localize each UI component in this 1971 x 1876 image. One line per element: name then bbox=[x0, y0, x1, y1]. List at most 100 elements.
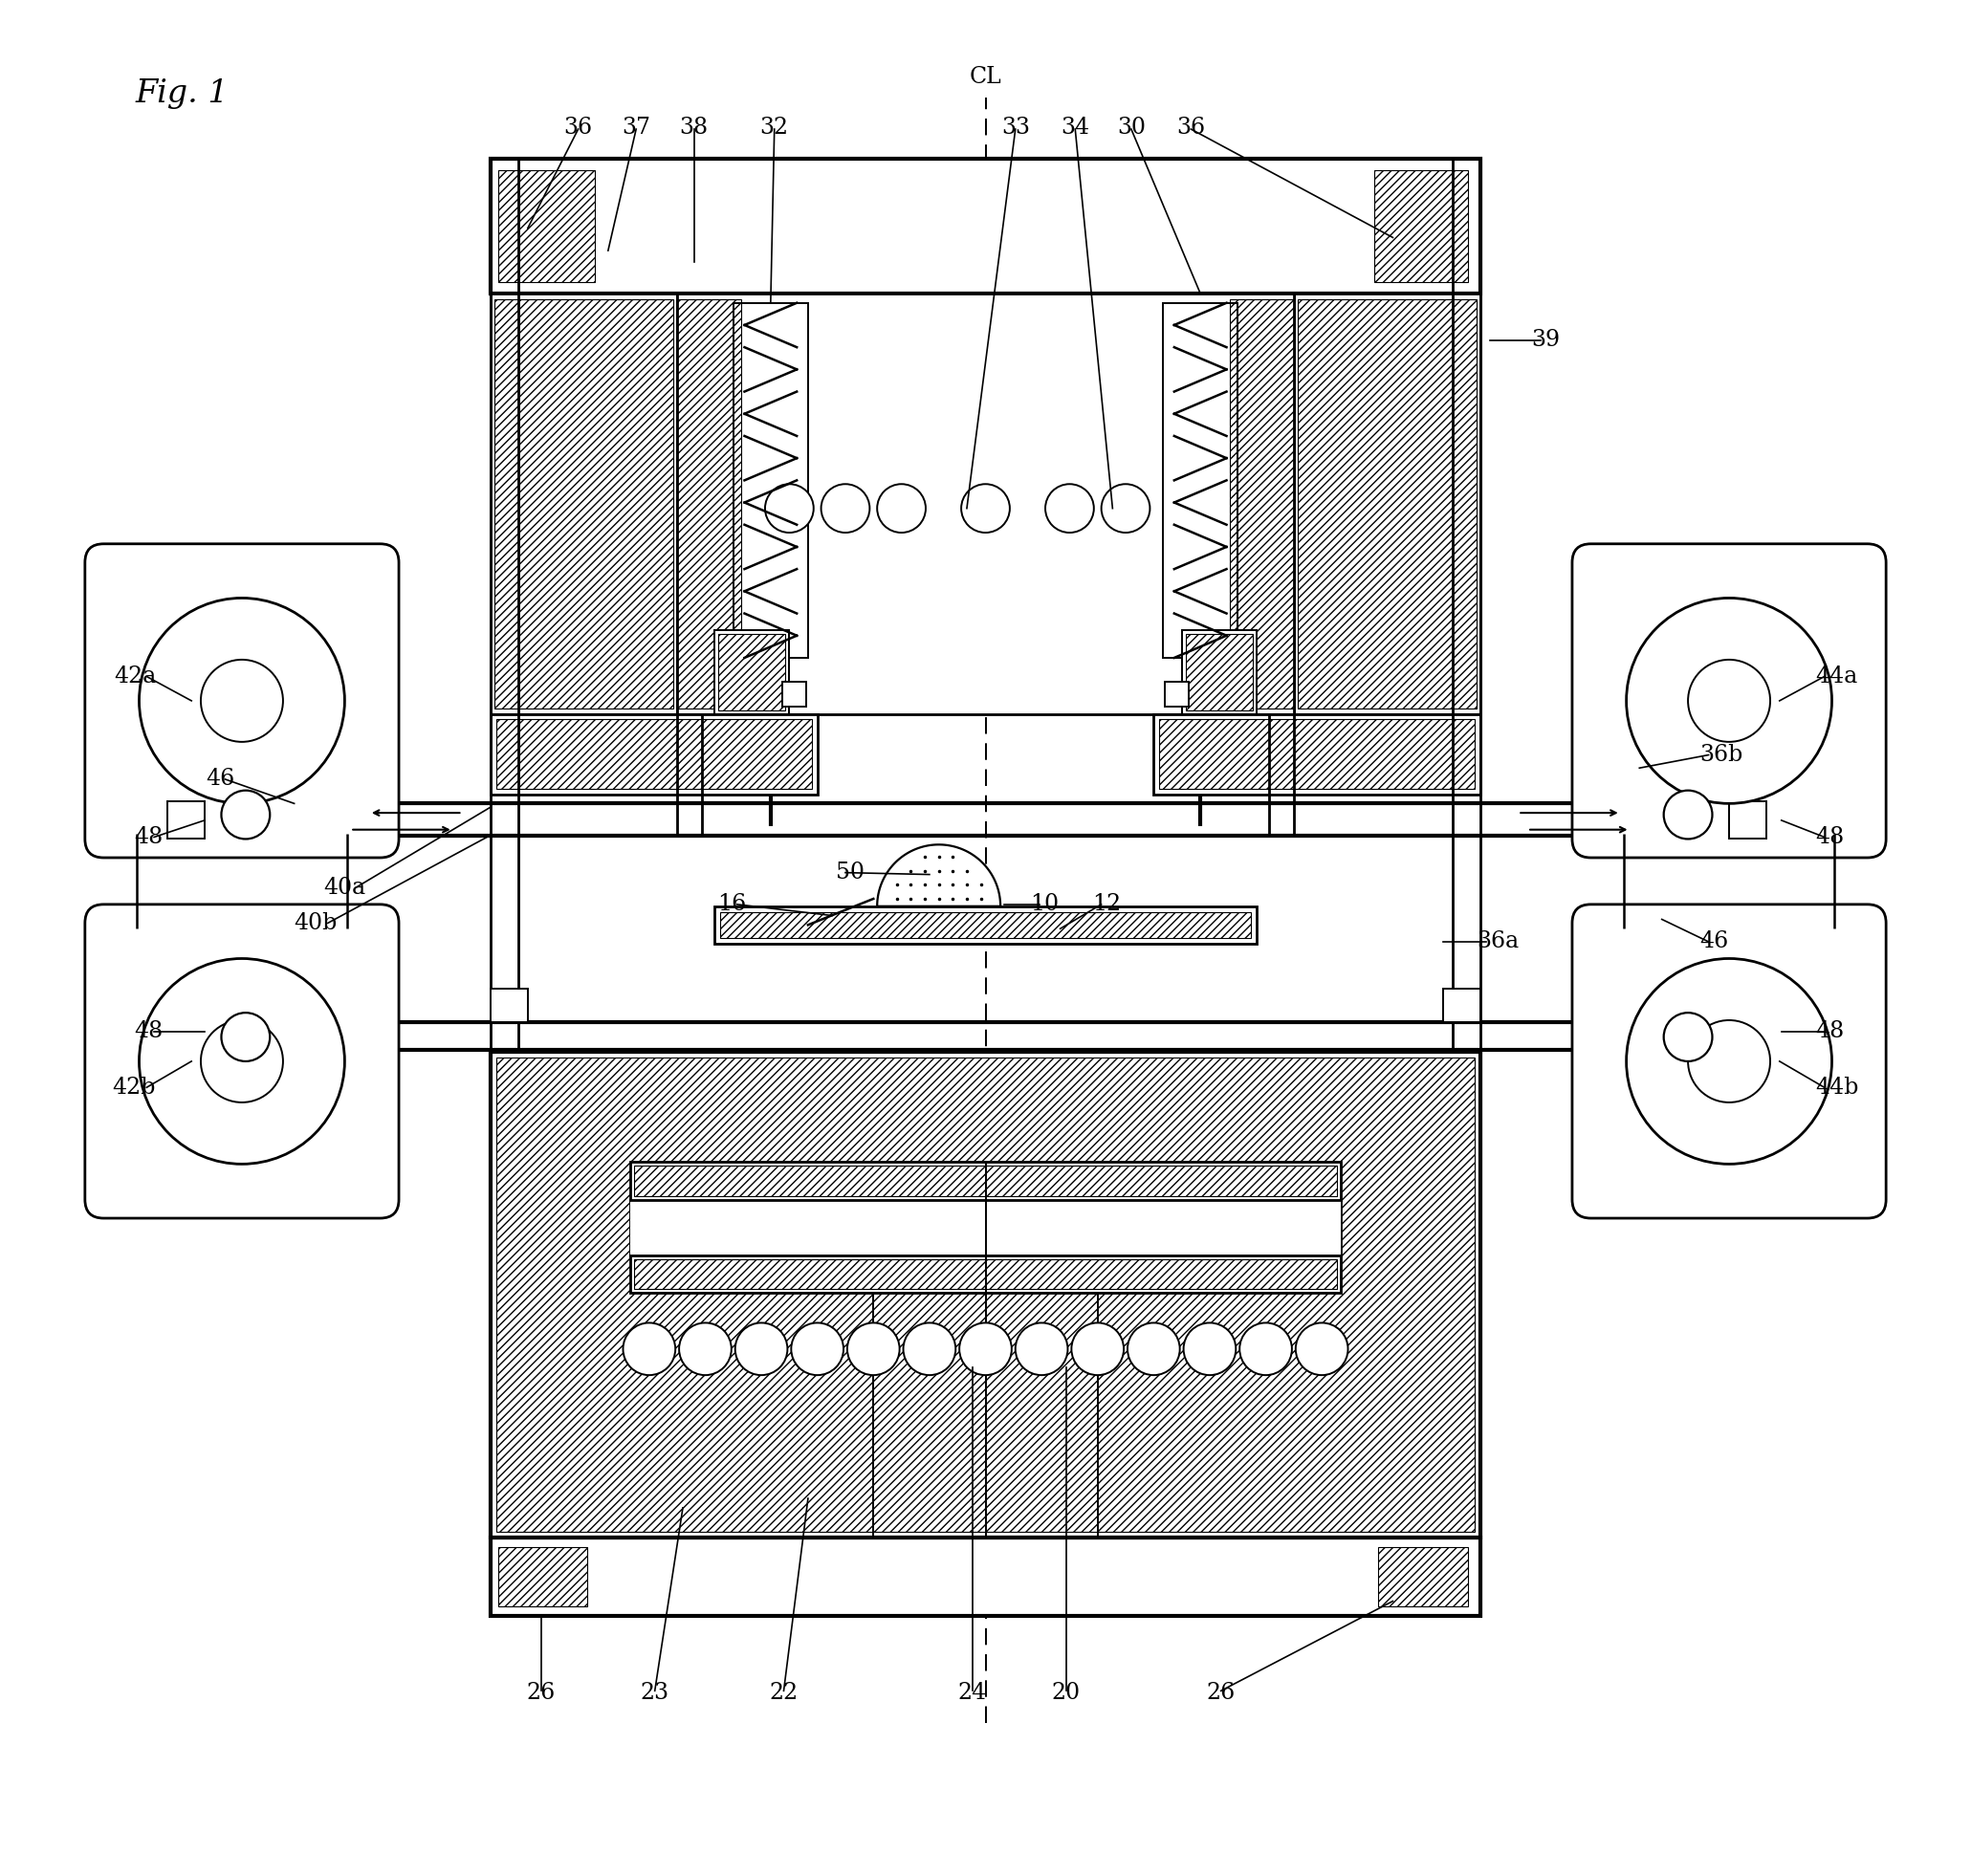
Bar bbox=[497, 1058, 1474, 1533]
Bar bbox=[495, 298, 674, 709]
Circle shape bbox=[221, 790, 270, 839]
Text: 34: 34 bbox=[1060, 116, 1090, 139]
Bar bbox=[717, 634, 786, 711]
Bar bbox=[631, 1255, 1340, 1293]
FancyBboxPatch shape bbox=[1573, 544, 1886, 857]
Bar bbox=[678, 293, 1293, 715]
Text: 36b: 36b bbox=[1699, 745, 1742, 765]
Circle shape bbox=[1295, 1323, 1348, 1375]
Bar bbox=[491, 1538, 1480, 1615]
Circle shape bbox=[790, 1323, 844, 1375]
Bar bbox=[497, 719, 812, 788]
Text: 36: 36 bbox=[1177, 116, 1206, 139]
Bar bbox=[491, 293, 678, 715]
Text: 44a: 44a bbox=[1815, 666, 1857, 687]
Text: 26: 26 bbox=[526, 1681, 556, 1703]
Bar bbox=[715, 630, 788, 715]
Circle shape bbox=[201, 1021, 284, 1103]
Bar bbox=[1443, 989, 1480, 1022]
Bar bbox=[1163, 302, 1238, 658]
Bar bbox=[491, 715, 818, 794]
Text: 23: 23 bbox=[641, 1681, 670, 1703]
Text: Fig. 1: Fig. 1 bbox=[136, 79, 229, 109]
Circle shape bbox=[140, 959, 345, 1163]
Circle shape bbox=[1015, 1323, 1068, 1375]
Text: 42a: 42a bbox=[114, 666, 156, 687]
Bar bbox=[1729, 1013, 1766, 1051]
Text: 39: 39 bbox=[1531, 328, 1559, 351]
Bar bbox=[678, 298, 741, 709]
Circle shape bbox=[1045, 484, 1094, 533]
Circle shape bbox=[1664, 790, 1713, 839]
Text: 20: 20 bbox=[1051, 1681, 1080, 1703]
Bar bbox=[1153, 715, 1480, 794]
Bar bbox=[631, 1161, 1340, 1199]
Circle shape bbox=[623, 1323, 676, 1375]
Text: 42b: 42b bbox=[112, 1077, 156, 1099]
Circle shape bbox=[221, 1013, 270, 1062]
Circle shape bbox=[962, 484, 1009, 533]
Bar bbox=[719, 912, 1252, 938]
Circle shape bbox=[1626, 598, 1831, 803]
Circle shape bbox=[877, 484, 926, 533]
FancyBboxPatch shape bbox=[85, 904, 398, 1218]
Text: 36a: 36a bbox=[1476, 930, 1520, 953]
Text: 32: 32 bbox=[761, 116, 788, 139]
Bar bbox=[782, 683, 806, 707]
Text: CL: CL bbox=[970, 66, 1001, 88]
Text: 48: 48 bbox=[134, 1021, 164, 1043]
Text: 36: 36 bbox=[564, 116, 593, 139]
Text: 33: 33 bbox=[1001, 116, 1029, 139]
FancyBboxPatch shape bbox=[1573, 904, 1886, 1218]
Bar bbox=[491, 1052, 1480, 1538]
Bar bbox=[1729, 801, 1766, 839]
Polygon shape bbox=[877, 844, 1001, 906]
Bar bbox=[1378, 1548, 1468, 1606]
Text: 22: 22 bbox=[769, 1681, 798, 1703]
Circle shape bbox=[1687, 1021, 1770, 1103]
Text: 24: 24 bbox=[958, 1681, 987, 1703]
Bar bbox=[1293, 293, 1480, 715]
Circle shape bbox=[1626, 959, 1831, 1163]
Bar bbox=[499, 171, 595, 281]
Text: 37: 37 bbox=[621, 116, 650, 139]
Bar bbox=[1159, 719, 1474, 788]
Bar bbox=[1183, 630, 1256, 715]
Circle shape bbox=[201, 660, 284, 741]
Bar bbox=[1230, 298, 1293, 709]
Bar bbox=[635, 1165, 1336, 1195]
Bar bbox=[715, 906, 1256, 944]
Bar bbox=[499, 1548, 587, 1606]
Text: 40b: 40b bbox=[294, 912, 337, 934]
Text: 48: 48 bbox=[1815, 1021, 1845, 1043]
Circle shape bbox=[1664, 1013, 1713, 1062]
Text: 30: 30 bbox=[1118, 116, 1145, 139]
Circle shape bbox=[735, 1323, 788, 1375]
Text: 38: 38 bbox=[680, 116, 708, 139]
Circle shape bbox=[140, 598, 345, 803]
Text: 50: 50 bbox=[836, 861, 865, 884]
Circle shape bbox=[903, 1323, 956, 1375]
Text: 26: 26 bbox=[1206, 1681, 1236, 1703]
Bar bbox=[635, 1259, 1336, 1289]
Bar bbox=[1165, 683, 1189, 707]
Text: 44b: 44b bbox=[1815, 1077, 1859, 1099]
Bar bbox=[733, 302, 808, 658]
Text: 48: 48 bbox=[1815, 825, 1845, 848]
Circle shape bbox=[1127, 1323, 1181, 1375]
Circle shape bbox=[1240, 1323, 1291, 1375]
Text: 46: 46 bbox=[205, 767, 235, 790]
Bar bbox=[1185, 634, 1254, 711]
Circle shape bbox=[960, 1323, 1011, 1375]
Bar bbox=[1297, 298, 1476, 709]
Bar bbox=[631, 1199, 1340, 1255]
Text: 10: 10 bbox=[1031, 893, 1058, 915]
Circle shape bbox=[848, 1323, 899, 1375]
Circle shape bbox=[822, 484, 869, 533]
Text: 12: 12 bbox=[1092, 893, 1121, 915]
Circle shape bbox=[1687, 660, 1770, 741]
Text: 16: 16 bbox=[717, 893, 747, 915]
Bar bbox=[1374, 171, 1468, 281]
Circle shape bbox=[1072, 1323, 1123, 1375]
Circle shape bbox=[765, 484, 814, 533]
